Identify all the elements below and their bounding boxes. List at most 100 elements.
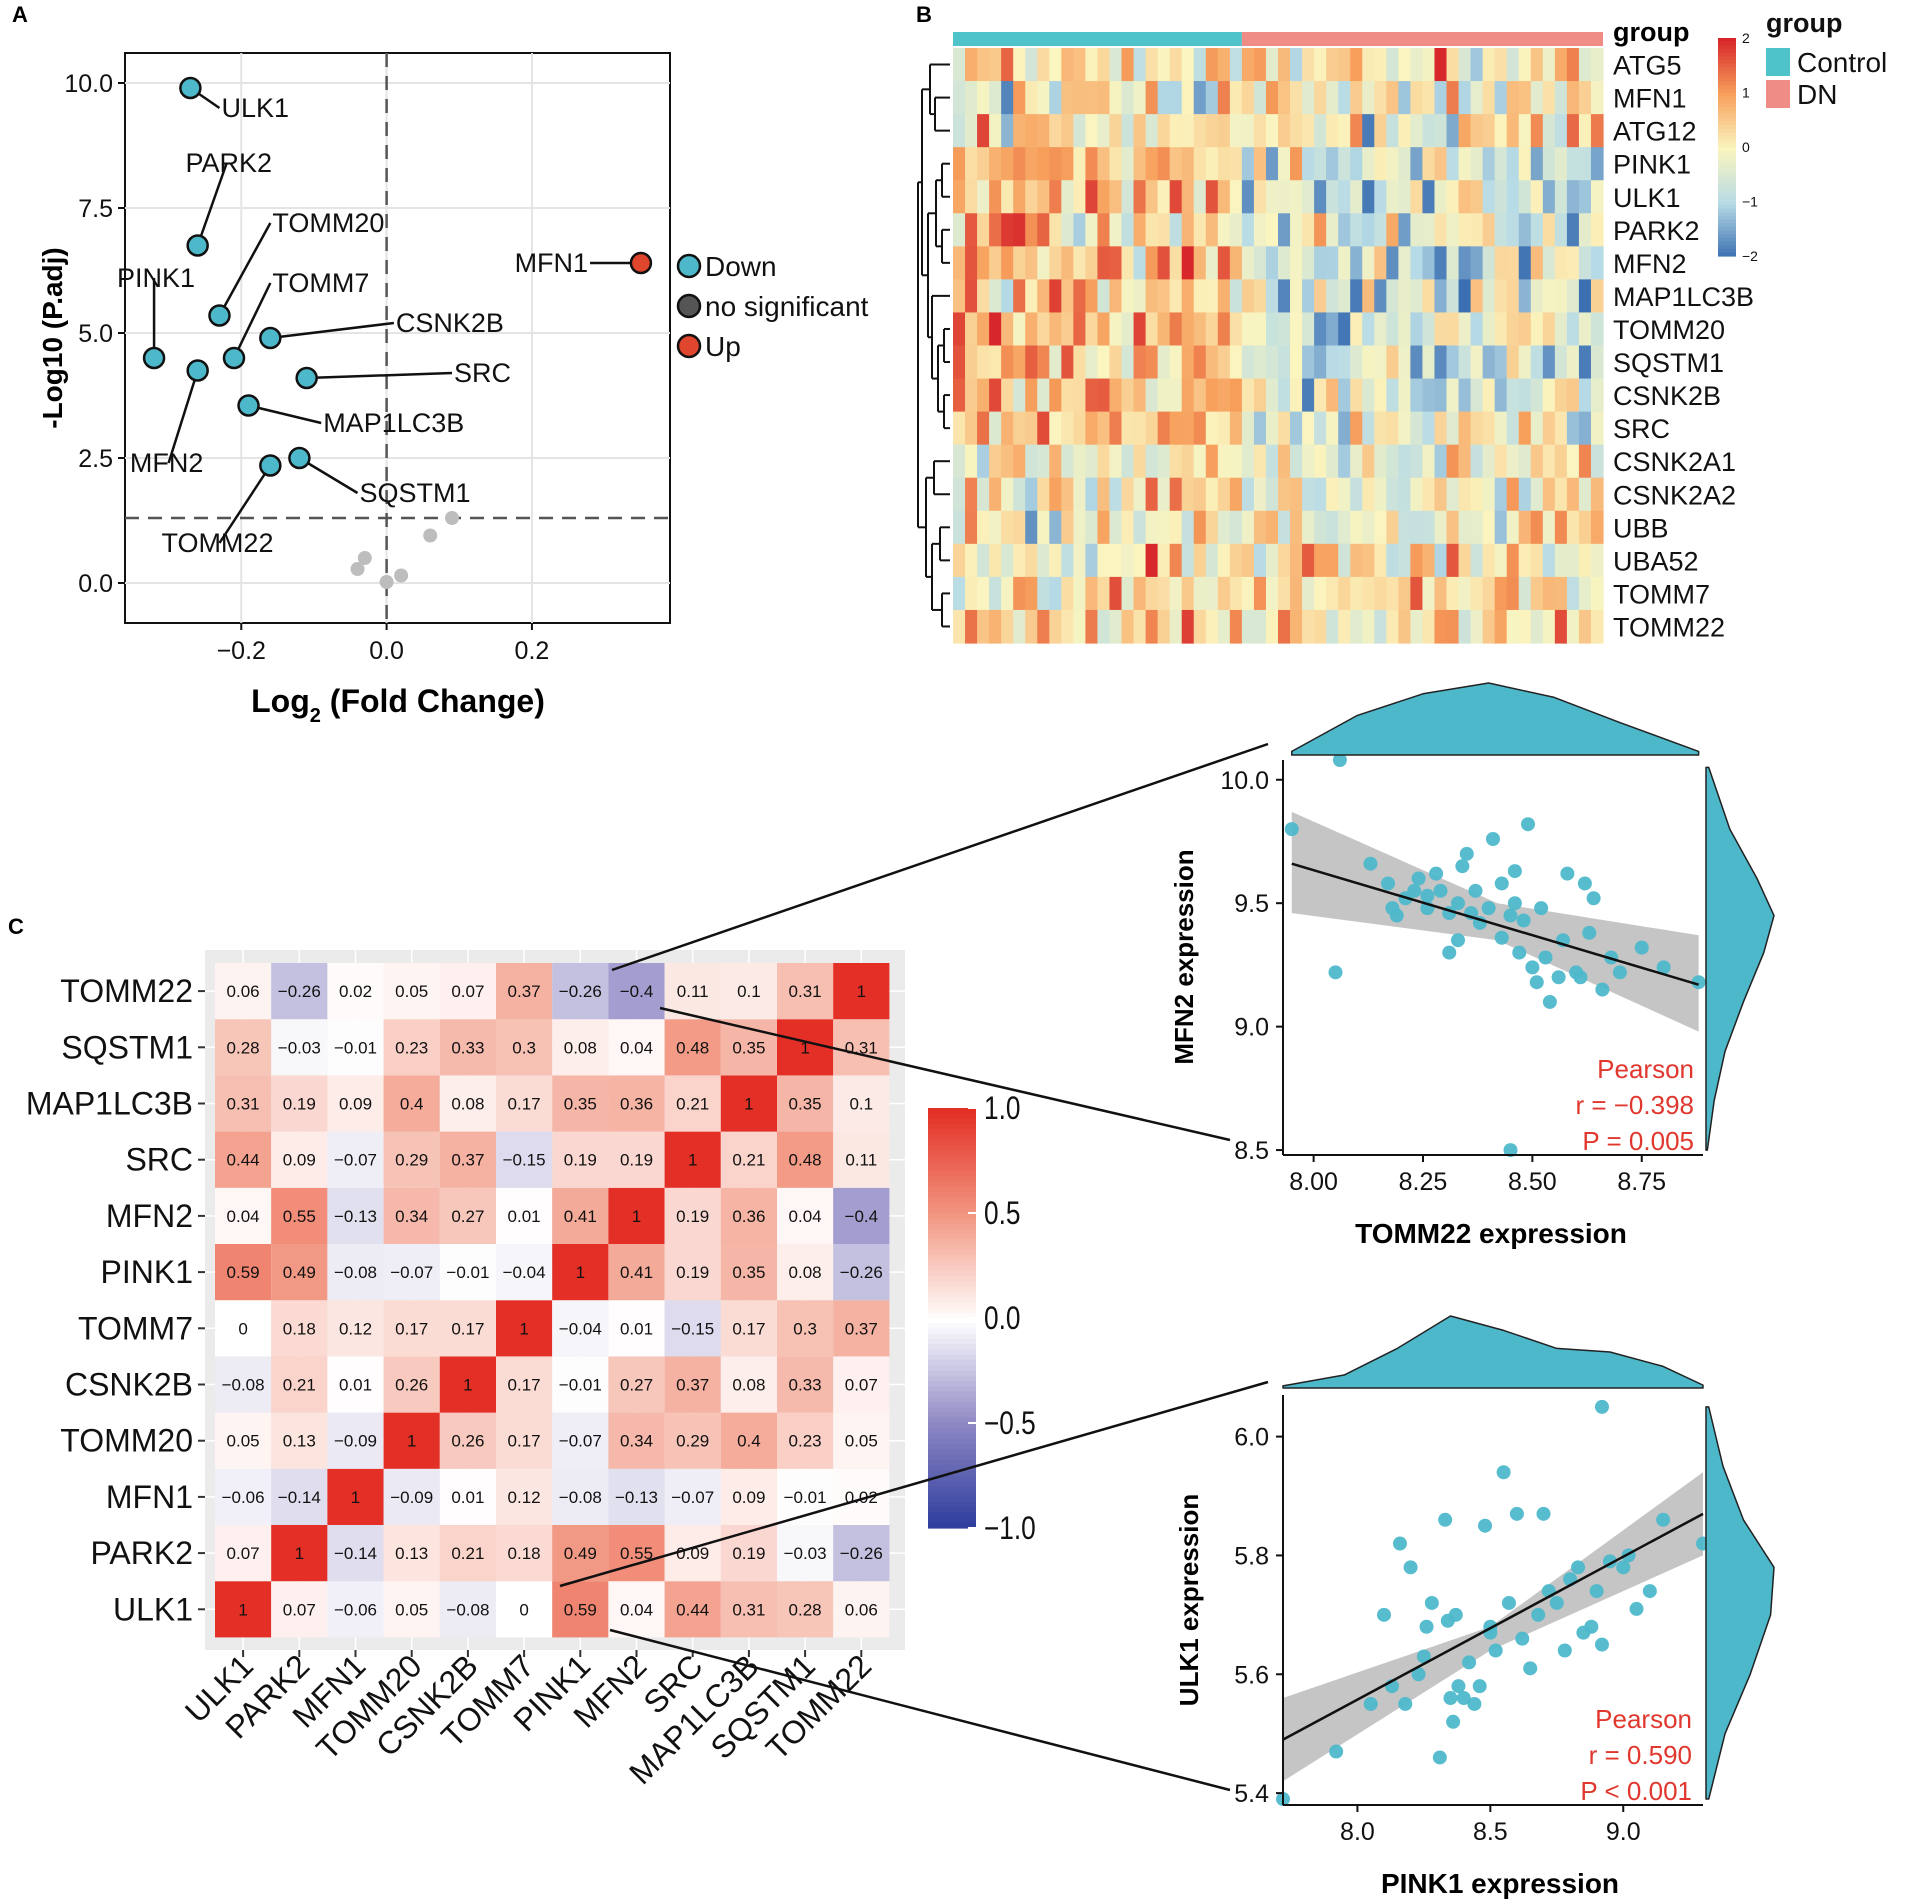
- expression-cell: [1061, 411, 1074, 446]
- regression-line: [1282, 1512, 1704, 1741]
- expression-cell: [1205, 180, 1219, 214]
- color-scale-step: [1718, 99, 1736, 104]
- color-scale-tick-label: 0: [1742, 139, 1750, 155]
- expression-cell: [1241, 576, 1255, 611]
- expression-cell: [1109, 114, 1123, 148]
- color-scale-step: [1718, 70, 1736, 75]
- corr-scale-step: [928, 1307, 976, 1314]
- expression-cell: [1458, 609, 1472, 644]
- expression-cell: [1205, 411, 1219, 446]
- expression-cell: [1458, 444, 1472, 479]
- expression-cell: [965, 114, 978, 148]
- expression-cell: [1590, 81, 1604, 115]
- corr-cell-sqstm1-mfn1: [327, 1019, 384, 1076]
- expression-cell: [1133, 609, 1147, 644]
- expression-cell: [1314, 576, 1327, 611]
- corr-value-label: −0.08: [446, 1600, 489, 1619]
- expression-cell: [1290, 147, 1303, 181]
- expression-cell: [1542, 411, 1556, 446]
- expression-cell: [1061, 48, 1074, 82]
- expression-cell: [1470, 444, 1484, 479]
- corr-scale-step: [928, 1176, 976, 1183]
- expression-cell: [1326, 444, 1339, 479]
- expression-cell: [1458, 81, 1472, 115]
- corr-value-label: 0.18: [508, 1544, 541, 1563]
- scatter-top-stat-method: Pearson: [1597, 1054, 1694, 1084]
- data-point: [1451, 933, 1465, 948]
- corr-cell-csnk2b-tomm7: [496, 1356, 553, 1413]
- corr-value-label: 0.59: [564, 1600, 597, 1619]
- corr-value-label: 0.06: [227, 982, 260, 1001]
- corr-value-label: −0.07: [334, 1151, 377, 1170]
- corr-scale-step: [928, 1113, 976, 1120]
- expression-cell: [1278, 543, 1291, 578]
- corr-cell-csnk2b-park2: [271, 1356, 328, 1413]
- expression-cell: [1241, 81, 1255, 115]
- expression-cell: [1374, 246, 1387, 280]
- expression-cell: [1374, 576, 1387, 611]
- corr-scale-step: [928, 1454, 976, 1461]
- corr-value-label: 0.11: [845, 1151, 877, 1170]
- corr-value-label: −0.01: [559, 1376, 602, 1395]
- expression-cell: [1193, 81, 1207, 115]
- expression-cell: [1278, 312, 1291, 347]
- corr-scale-step: [928, 1213, 976, 1219]
- expression-cell: [1482, 576, 1496, 611]
- expression-cell: [1458, 543, 1472, 578]
- data-point: [1494, 930, 1509, 945]
- expression-cell: [1121, 279, 1135, 314]
- expression-cell: [1253, 444, 1267, 479]
- expression-cell: [1458, 180, 1472, 214]
- expression-cell: [965, 378, 978, 413]
- expression-cell: [1590, 213, 1604, 247]
- data-point: [1557, 1643, 1572, 1658]
- expression-cell: [1350, 444, 1363, 479]
- expression-cell: [1278, 576, 1291, 611]
- expression-cell: [1530, 378, 1544, 413]
- expression-cell: [965, 345, 978, 380]
- data-point: [1420, 888, 1435, 903]
- expression-cell: [1578, 81, 1592, 115]
- corr-cell-mfn1-src: [664, 1468, 721, 1525]
- corr-value-label: −0.01: [334, 1038, 377, 1057]
- expression-cell: [1133, 279, 1147, 314]
- expression-cell: [1554, 213, 1568, 247]
- row-label-park2: PARK2: [1613, 216, 1700, 246]
- expression-cell: [1566, 312, 1580, 347]
- corr-cell-pink1-tomm20: [383, 1244, 440, 1301]
- corr-scale-step: [928, 1522, 976, 1529]
- corr-scale-tick-label: −1.0: [984, 1512, 1036, 1547]
- expression-cell: [1554, 180, 1568, 214]
- corr-cell-mfn1-tomm7: [496, 1468, 553, 1525]
- expression-cell: [1229, 279, 1243, 314]
- corr-cell-src-map1lc3b: [720, 1131, 777, 1188]
- expression-cell: [1494, 279, 1508, 314]
- corr-value-label: 0.37: [676, 1376, 709, 1395]
- expression-cell: [1326, 543, 1339, 578]
- corr-value-label: 0.41: [564, 1207, 597, 1226]
- corr-cell-mfn2-map1lc3b: [720, 1187, 777, 1244]
- point-csnk2b: [259, 326, 282, 350]
- expression-cell: [1097, 378, 1111, 413]
- expression-cell: [1049, 279, 1062, 314]
- corr-value-label: −0.06: [334, 1600, 377, 1619]
- expression-cell: [1253, 477, 1267, 512]
- expression-cell: [1482, 114, 1496, 148]
- corr-cell-csnk2b-src: [664, 1356, 721, 1413]
- expression-cell: [1482, 411, 1496, 446]
- expression-cell: [1530, 345, 1544, 380]
- corr-scale-step: [928, 1407, 976, 1414]
- corr-cell-mfn1-mfn1: [327, 1468, 384, 1525]
- expression-cell: [1278, 411, 1291, 446]
- expression-cell: [1109, 609, 1123, 644]
- expression-cell: [1362, 213, 1375, 247]
- expression-cell: [1241, 48, 1255, 82]
- expression-cell: [1446, 213, 1460, 247]
- corr-value-label: 0.07: [845, 1376, 878, 1395]
- corr-value-label: 0.08: [789, 1263, 822, 1282]
- corr-cell-tomm20-park2: [271, 1412, 328, 1469]
- expression-cell: [1398, 345, 1412, 380]
- expression-cell: [989, 444, 1002, 479]
- data-point: [1438, 1512, 1453, 1527]
